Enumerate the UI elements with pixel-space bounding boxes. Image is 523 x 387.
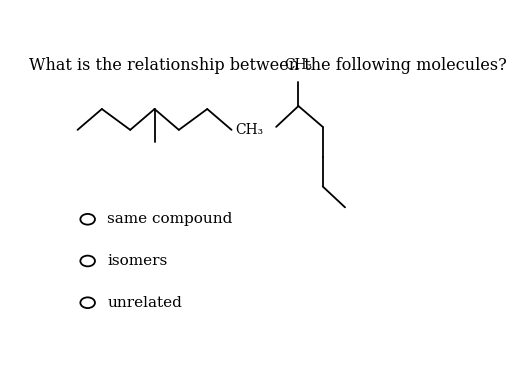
Text: CH₃: CH₃	[285, 58, 313, 72]
Text: isomers: isomers	[107, 254, 167, 268]
Text: What is the relationship between the following molecules?: What is the relationship between the fol…	[29, 57, 507, 74]
Text: CH₃: CH₃	[235, 123, 264, 137]
Text: unrelated: unrelated	[107, 296, 182, 310]
Text: same compound: same compound	[107, 212, 233, 226]
